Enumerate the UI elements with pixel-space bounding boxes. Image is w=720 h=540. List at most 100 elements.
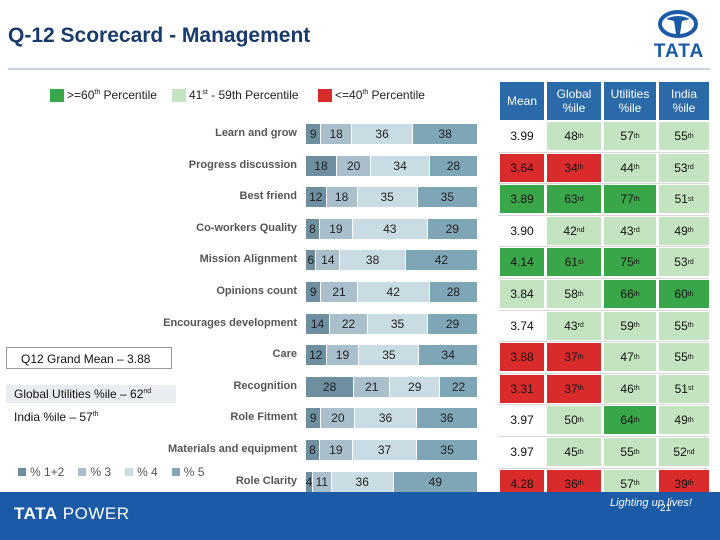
stacked-bar: 9 18 36 38 [306,124,478,144]
bar-segment: 14 [316,250,341,271]
bar-segment: 20 [336,155,372,176]
bar-segment: 29 [428,313,478,334]
legend-swatch [50,88,64,102]
bar-segment: 6 [306,250,317,271]
row-divider [498,183,708,185]
table-header: Mean [500,82,544,120]
legend-label: 41st - 59th Percentile [189,88,299,102]
legend-label: >=60th Percentile [67,88,157,102]
stacked-bar: 12 18 35 35 [306,187,478,208]
bar-segment: 22 [440,376,478,397]
legend-swatch [171,468,180,476]
row-divider [498,151,708,153]
stacked-bar: 8 19 43 29 [306,218,478,239]
category-label: Role Fitment [230,411,297,424]
mean-cell: 4.14 [500,248,544,277]
legend-label: % 5 [183,465,205,479]
bar-segment: 42 [357,282,430,302]
mean-cell: 3.97 [510,445,534,459]
tata-emblem-icon [658,10,698,38]
bar-segment: 21 [354,376,391,397]
bar-segment: 35 [367,313,429,334]
row-divider [498,404,708,406]
bar-segment: 18 [321,124,352,144]
row-divider [498,436,708,437]
bar-segment: 36 [355,408,417,429]
bar-segment: 20 [321,408,356,429]
mean-cell: 3.99 [510,129,534,143]
category-label: Role Clarity [235,474,297,487]
bar-segment: 35 [417,187,478,208]
legend-label: % 3 [90,465,112,479]
row-divider [498,467,708,469]
stacked-bar: 14 22 35 29 [306,313,478,334]
legend-swatch [125,468,134,476]
bar-legend: % 1+2 % 3 % 4 % 5 [18,465,218,479]
row-divider [498,309,708,311]
bar-segment: 29 [427,218,478,239]
bar-segment: 42 [405,250,478,271]
bar-segment: 18 [326,187,358,208]
bar-segment: 4 [306,471,313,492]
bar-segment: 36 [351,124,414,144]
bar-segment: 12 [306,187,327,208]
global-utilities-summary: Global Utilities %ile – 62nd [6,385,176,403]
mean-cell: 3.88 [500,343,544,372]
category-label: Progress discussion [188,158,297,171]
bar-segment: 12 [306,345,327,366]
category-label: Recognition [233,379,297,392]
category-label: Care [272,348,297,361]
mean-cell: 3.64 [500,153,544,182]
bar-segment: 37 [352,440,418,460]
category-label: Best friend [239,190,297,203]
stacked-bar: 6 14 38 42 [306,250,478,271]
row-divider [498,278,708,279]
legend-label: <=40th Percentile [335,88,425,102]
india-summary: India %ile – 57th [14,410,99,424]
bar-segment: 49 [393,471,478,492]
table-header: Utilities %ile [604,82,656,120]
bar-segment: 8 [306,218,320,239]
percentile-legend-item: >=60th Percentile [50,88,157,102]
table-header: Global %ile [547,82,601,120]
bar-segment: 11 [312,471,332,492]
percentile-legend-item: 41st - 59th Percentile [172,88,299,102]
tata-logo-word: TATA [653,41,705,62]
row-divider [498,246,708,248]
page-title: Q-12 Scorecard - Management [8,24,311,47]
bar-segment: 35 [359,345,420,366]
bar-segment: 28 [429,155,478,176]
bar-legend-item: % 4 [125,465,158,479]
bar-segment: 21 [321,282,358,302]
bar-legend-item: % 5 [171,465,205,479]
bar-segment: 14 [306,313,331,334]
stacked-bar: 4 11 36 49 [306,471,478,492]
bar-segment: 36 [331,471,394,492]
bar-segment: 35 [357,187,418,208]
bar-segment: 18 [306,155,337,176]
mean-cell: 3.97 [510,413,534,428]
category-label: Materials and equipment [168,443,297,455]
category-label: Encourages development [163,316,297,329]
row-divider [498,372,708,374]
bar-segment: 9 [306,282,322,302]
